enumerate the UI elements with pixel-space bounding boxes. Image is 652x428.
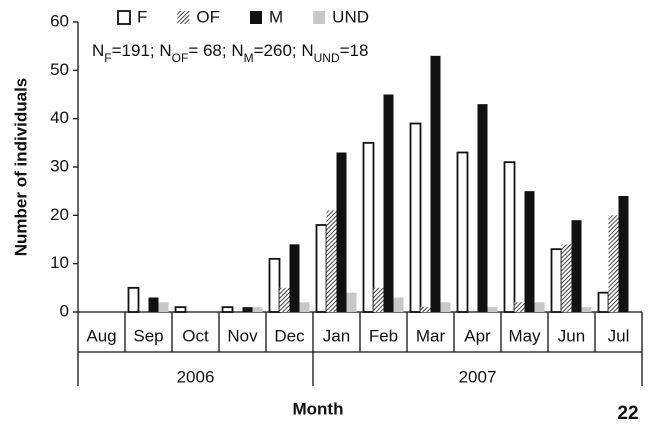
bar (608, 215, 619, 312)
bar (420, 307, 431, 312)
x-tick-label: Jan (323, 326, 350, 345)
x-tick-label: Jun (558, 326, 585, 345)
x-tick-label: Sep (133, 326, 163, 345)
x-tick-label: Nov (227, 326, 258, 345)
bar (618, 196, 629, 312)
bar (571, 220, 582, 312)
bar (252, 307, 263, 312)
legend-label: M (269, 7, 283, 26)
x-tick-label: May (508, 326, 541, 345)
page-number: 22 (617, 403, 638, 424)
annotation: NF=191; NOF= 68; NM=260; NUND=18 (92, 41, 368, 65)
bar (346, 292, 357, 312)
bar (503, 161, 516, 313)
annotation-part: =18 (340, 41, 369, 60)
y-tick-label: 10 (50, 253, 69, 272)
bar (127, 286, 140, 313)
annotation-part: UND (314, 51, 340, 65)
annotation-part: = 68; N (188, 41, 243, 60)
bar (242, 307, 253, 312)
bar (534, 302, 545, 312)
bar (550, 248, 563, 313)
annotation-part: OF (172, 51, 189, 65)
bar (268, 257, 281, 313)
annotation-part: N (92, 41, 104, 60)
y-tick-label: 20 (50, 205, 69, 224)
bar (373, 287, 384, 312)
bar (315, 224, 328, 313)
legend-label: UND (332, 7, 369, 26)
bar (430, 55, 441, 312)
x-tick-label: Oct (182, 326, 209, 345)
x-tick-label: Jul (608, 326, 630, 345)
x-tick-label: Aug (86, 326, 116, 345)
x-axis-label: Month (293, 399, 344, 418)
bar (279, 287, 290, 312)
bar (383, 94, 394, 312)
y-tick-label: 0 (60, 301, 69, 320)
group-label: 2007 (459, 367, 497, 386)
bar (561, 244, 572, 312)
annotation-part: F (104, 51, 111, 65)
annotation-part: M (244, 51, 254, 65)
bar (289, 244, 300, 312)
annotation-part: =260; N (254, 41, 314, 60)
legend-swatch (313, 11, 326, 24)
bar (581, 307, 592, 312)
bar (326, 210, 337, 312)
legend-label: OF (196, 7, 220, 26)
bar (524, 191, 535, 312)
y-tick-label: 30 (50, 156, 69, 175)
legend-swatch (177, 11, 190, 24)
bar (409, 122, 422, 313)
annotation-part: =191; N (112, 41, 172, 60)
legend-swatch (117, 10, 131, 25)
bar (440, 302, 451, 312)
y-tick-label: 50 (50, 60, 69, 79)
y-tick-label: 60 (50, 11, 69, 30)
y-axis-label: Number of individuals (11, 78, 30, 257)
bar (477, 104, 488, 313)
x-tick-label: Feb (369, 326, 398, 345)
bar (487, 307, 498, 312)
bar (393, 297, 404, 312)
bar (597, 291, 610, 313)
bar (514, 302, 525, 312)
x-tick-label: Dec (274, 326, 305, 345)
group-label: 2006 (177, 367, 215, 386)
y-tick-label: 40 (50, 108, 69, 127)
bar (336, 152, 347, 312)
bar (158, 302, 169, 312)
x-tick-label: Mar (416, 326, 446, 345)
x-tick-label: Apr (464, 326, 491, 345)
bar (174, 306, 187, 313)
bar (362, 141, 375, 313)
legend-label: F (137, 7, 147, 26)
bar (221, 306, 234, 313)
legend-swatch (250, 11, 262, 24)
bar (456, 151, 469, 313)
bar (299, 302, 310, 312)
bar (148, 297, 159, 312)
